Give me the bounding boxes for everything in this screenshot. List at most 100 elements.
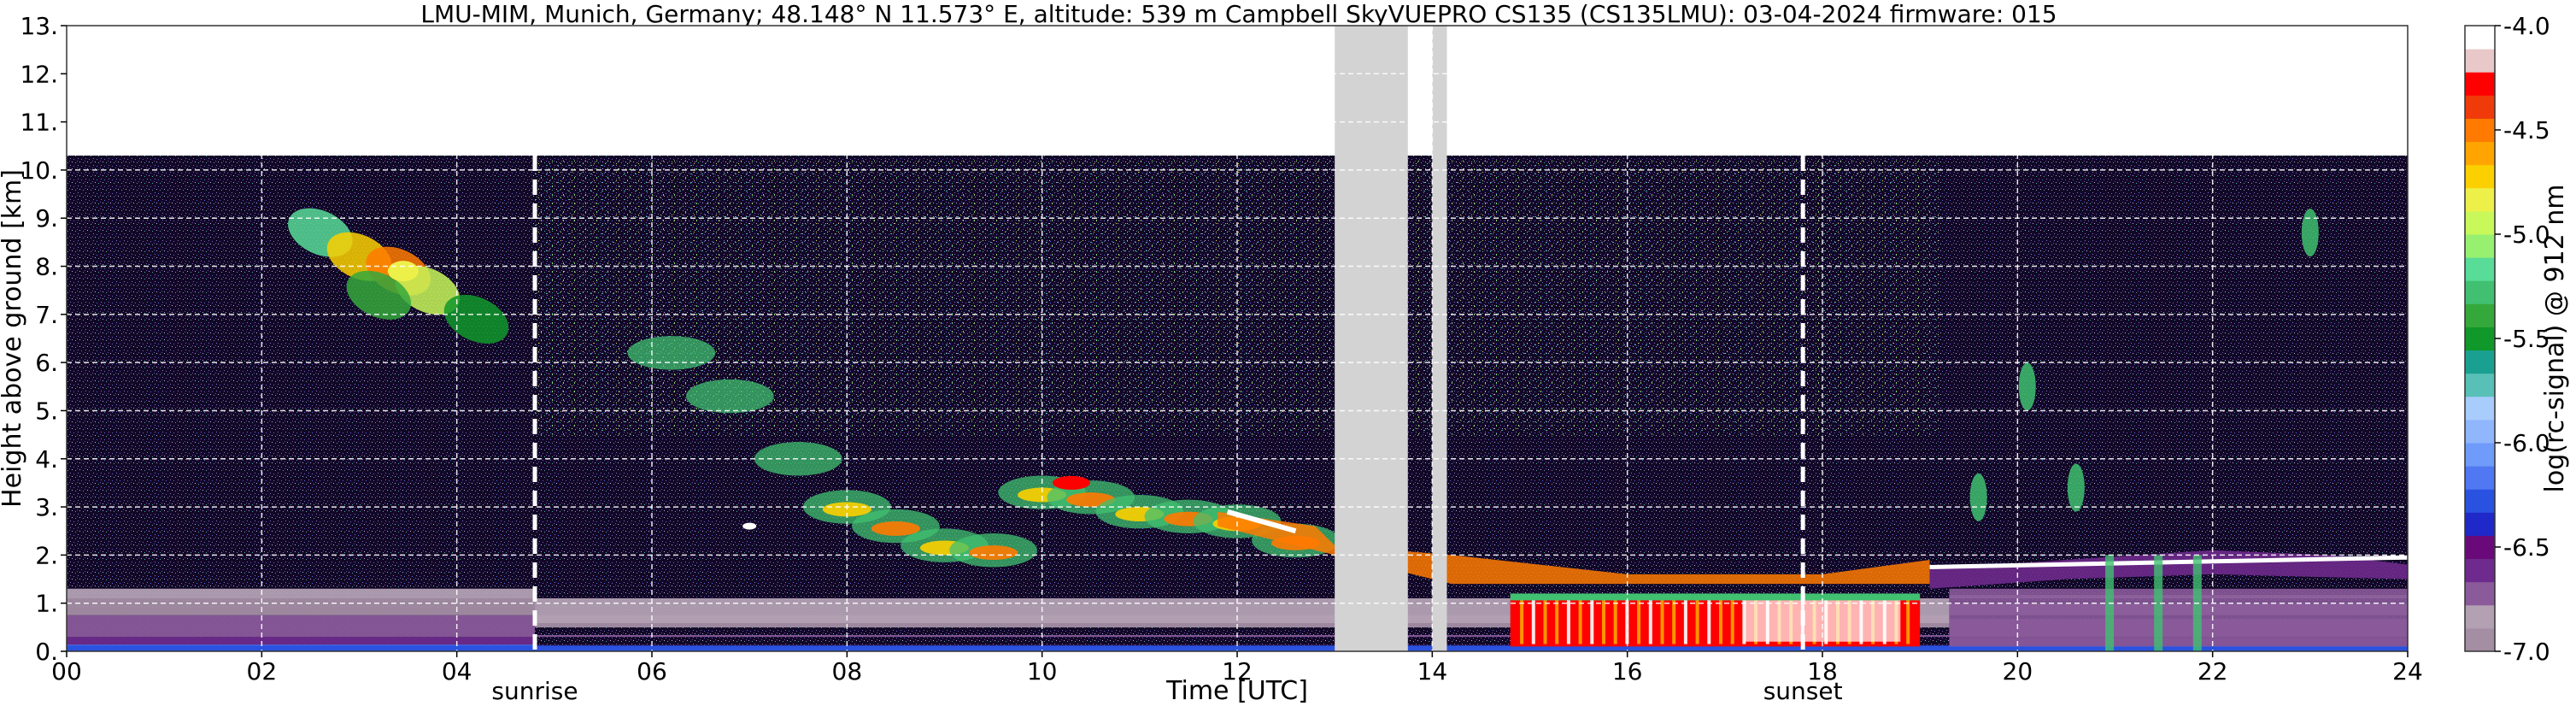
colorbar-segment — [2465, 210, 2495, 235]
precip-streak — [1672, 598, 1676, 644]
data-gap — [1335, 26, 1408, 651]
sunset-label: sunset — [1763, 677, 1843, 705]
x-tick-label: 06 — [637, 657, 667, 685]
precip-streak — [1613, 598, 1617, 644]
y-tick-label: 13. — [20, 12, 58, 40]
cloud-base-line — [1226, 509, 1297, 534]
y-tick-label: 2. — [35, 541, 58, 569]
precip-streak — [1695, 598, 1699, 644]
colorbar-segment — [2465, 512, 2495, 536]
precip-streak — [1742, 598, 1746, 644]
precip-streak — [1906, 598, 1910, 644]
colorbar-segment — [2465, 535, 2495, 560]
aerosol-hotspot — [1052, 475, 1090, 490]
x-tick-label: 14 — [1417, 657, 1448, 685]
colorbar-tick-label: -4.5 — [2503, 116, 2550, 144]
isolated-cloud-cell — [2018, 362, 2036, 411]
aerosol-layer — [627, 336, 716, 370]
colorbar-segment — [2465, 164, 2495, 189]
precip-streak — [1520, 598, 1524, 644]
x-tick-label: 08 — [832, 657, 863, 685]
sun-annotations: sunrise sunset — [491, 156, 1843, 705]
sunrise-label: sunrise — [491, 677, 578, 705]
y-axis-ticks: 0. 1. 2. 3. 4. 5. 6. 7. 8. 9. 10. 11. 12. 13. — [20, 12, 67, 666]
x-tick-label: 20 — [2003, 657, 2033, 685]
precip-streak — [1660, 598, 1664, 644]
colorbar-segment — [2465, 396, 2495, 421]
grid-lines — [67, 26, 2408, 651]
colorbar-segment — [2465, 558, 2495, 583]
x-tick-label: 02 — [247, 657, 278, 685]
precip-streak — [1730, 598, 1734, 644]
colorbar-tick-label: -6.5 — [2503, 533, 2550, 562]
y-tick-label: 5. — [35, 397, 58, 425]
precip-streak — [1531, 598, 1535, 644]
data-gap — [1432, 26, 1447, 651]
x-tick-label: 16 — [1612, 657, 1643, 685]
colorbar-tick-label: -7.0 — [2503, 638, 2550, 666]
y-tick-label: 9. — [35, 204, 58, 232]
colorbar-segment — [2465, 280, 2495, 304]
chart-title: LMU-MIM, Munich, Germany; 48.148° N 11.5… — [420, 0, 2057, 28]
y-tick-label: 6. — [35, 349, 58, 377]
aerosol-layer — [685, 379, 774, 414]
colorbar-segment — [2465, 49, 2495, 73]
surface-signal-band — [67, 645, 2408, 651]
cirrus-cloud — [346, 270, 412, 320]
colorbar-segment — [2465, 489, 2495, 513]
colorbar-ticks: -4.0 -4.5 -5.0 -5.5 -6.0 -6.5 -7.0 — [2495, 12, 2550, 666]
colorbar-segment — [2465, 443, 2495, 467]
x-tick-label: 12 — [1222, 657, 1253, 685]
precip-streak — [1625, 598, 1629, 644]
colorbar — [2464, 25, 2496, 652]
colorbar-segment — [2465, 187, 2495, 212]
x-tick-label: 22 — [2198, 657, 2228, 685]
y-tick-label: 12. — [20, 60, 58, 88]
precip-fallstreak — [2154, 555, 2163, 651]
y-tick-label: 11. — [20, 109, 58, 137]
isolated-cloud-cell — [2301, 209, 2319, 257]
aerosol-layer — [754, 442, 842, 476]
colorbar-tick-label: -5.0 — [2503, 221, 2550, 249]
y-tick-label: 1. — [35, 590, 58, 618]
x-tick-label: 24 — [2392, 657, 2423, 685]
colorbar-label: log(rc-signal) @ 912 nm — [2540, 185, 2570, 493]
aerosol-layer-core — [871, 521, 920, 536]
precip-streak — [1683, 598, 1687, 644]
precip-streak — [1566, 598, 1570, 644]
precip-top-edge — [1510, 593, 1921, 601]
colorbar-segment — [2465, 627, 2495, 652]
precip-streak — [1601, 598, 1605, 644]
aerosol-layer-core — [969, 545, 1018, 561]
x-axis-label: Time [UTC] — [1165, 676, 1308, 706]
y-axis-label: Height above ground [km] — [0, 169, 27, 508]
colorbar-segment — [2465, 118, 2495, 143]
colorbar-segment — [2465, 350, 2495, 374]
y-tick-label: 7. — [35, 301, 58, 329]
y-tick-label: 4. — [35, 445, 58, 474]
y-tick-label: 10. — [20, 156, 58, 185]
x-tick-label: 10 — [1027, 657, 1058, 685]
precip-streak — [1543, 598, 1547, 644]
precip-streak — [1707, 598, 1711, 644]
y-tick-label: 0. — [35, 638, 58, 666]
data-gaps — [1335, 26, 1447, 651]
precip-streak — [1718, 598, 1722, 644]
isolated-cloud-cell — [2067, 463, 2085, 512]
isolated-cloud — [742, 522, 757, 530]
isolated-cloud-cell — [1969, 473, 1987, 521]
colorbar-segment — [2465, 95, 2495, 119]
colorbar-segment — [2465, 303, 2495, 327]
colorbar-segment — [2465, 373, 2495, 397]
precip-streak — [1637, 598, 1641, 644]
colorbar-tick-label: -4.0 — [2503, 12, 2550, 40]
precip-streak — [1578, 598, 1582, 644]
precip-streak — [1590, 598, 1594, 644]
cirrus-cloud — [443, 294, 509, 344]
colorbar-segment — [2465, 466, 2495, 490]
evening-cloud-top — [1929, 555, 2409, 569]
precip-streak — [1648, 598, 1652, 644]
colorbar-segment — [2465, 604, 2495, 629]
colorbar-segment — [2465, 234, 2495, 258]
